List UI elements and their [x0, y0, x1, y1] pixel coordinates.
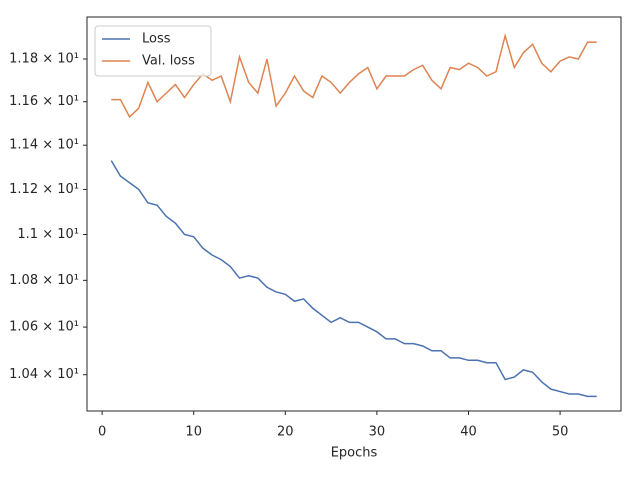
y-tick-label: 1.08 × 10¹: [9, 273, 79, 288]
x-tick-label: 10: [185, 425, 202, 440]
x-tick-label: 0: [98, 425, 106, 440]
y-tick-label: 1.14 × 10¹: [9, 138, 79, 153]
y-tick-label: 1.04 × 10¹: [9, 367, 79, 382]
x-tick-label: 50: [552, 425, 569, 440]
y-tick-label: 1.18 × 10¹: [9, 52, 79, 67]
series-line: [110, 160, 597, 398]
plot-frame: [86, 16, 622, 412]
x-axis-label: Epochs: [331, 446, 378, 461]
series-line: [111, 32, 597, 119]
x-tick-label: 40: [460, 425, 477, 440]
y-tick-label: 1.16 × 10¹: [9, 94, 79, 109]
legend-label: Val. loss: [142, 54, 195, 69]
legend-label: Loss: [142, 32, 171, 47]
x-tick-label: 20: [277, 425, 294, 440]
y-tick-label: 1.1 × 10¹: [17, 227, 79, 242]
y-tick-label: 1.06 × 10¹: [9, 320, 79, 335]
y-tick-label: 1.12 × 10¹: [9, 182, 79, 197]
x-tick-label: 30: [369, 425, 386, 440]
